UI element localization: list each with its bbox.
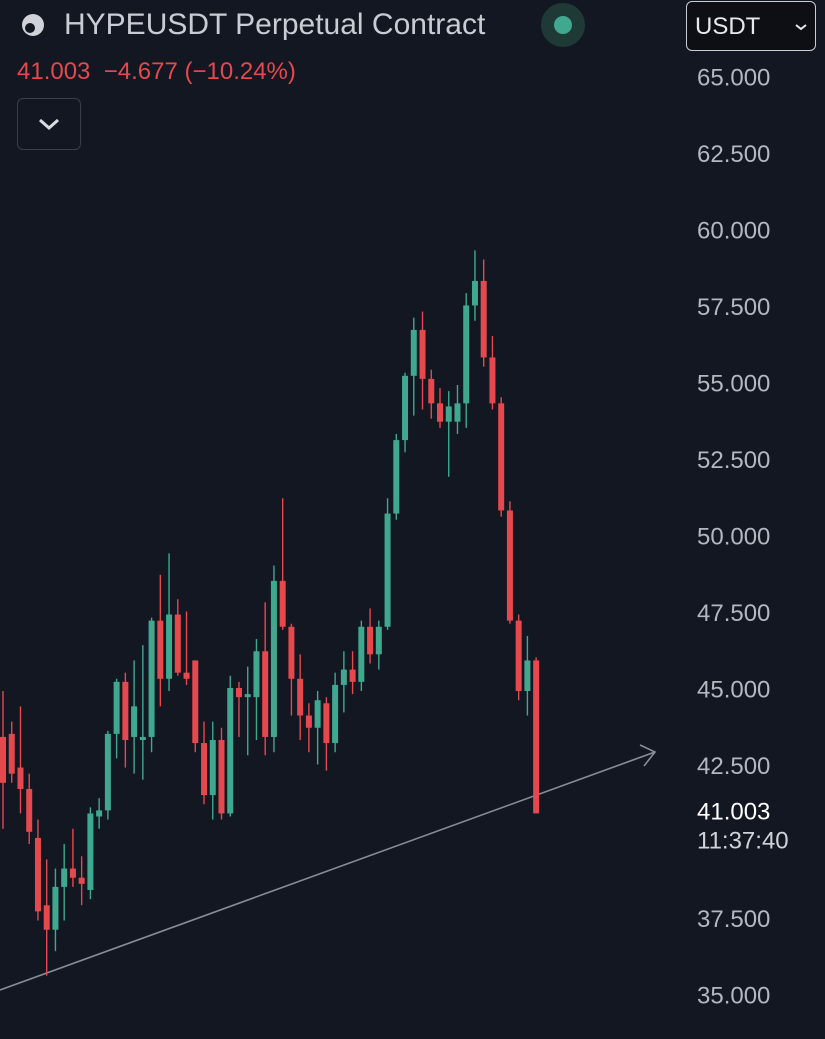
y-tick-label: 35.000 (697, 982, 770, 1009)
candle-body (227, 687, 234, 814)
price-line: 41.003 −4.677 (−10.24%) (17, 58, 296, 86)
candle-body (480, 280, 487, 358)
candle-body (87, 813, 94, 890)
y-tick-label: 52.500 (697, 447, 770, 474)
currency: USDT (695, 13, 761, 40)
candle-body (244, 694, 251, 698)
y-tick-label: 37.500 (697, 906, 770, 933)
candle-body (402, 375, 409, 441)
candle-body (17, 767, 24, 789)
candle-body (166, 614, 173, 679)
candle-body (253, 651, 260, 698)
symbol: HYPEUSDT Perpetual Contract (64, 8, 486, 41)
candle-body (367, 626, 374, 655)
candle-body (437, 403, 443, 422)
candle-body (96, 810, 103, 817)
price: 41.003 (17, 58, 91, 85)
candle-body (43, 905, 50, 930)
candle-body (428, 378, 435, 404)
change: −4.677 (−10.24%) (103, 58, 296, 85)
currency-select[interactable]: USDT (686, 1, 816, 51)
status-badge (541, 3, 585, 47)
candle-body (323, 703, 330, 744)
candle-body (69, 868, 76, 878)
candle-body (262, 651, 269, 737)
candle-body (279, 580, 286, 627)
candle-body (122, 681, 129, 741)
candle-body (192, 660, 199, 744)
candle-body (384, 513, 391, 627)
candle-body (471, 280, 478, 306)
candle-body (104, 733, 111, 811)
logo (22, 14, 44, 36)
y-tick-label: 47.500 (697, 600, 770, 627)
candle-body (393, 440, 400, 514)
y-tick-label: 62.500 (697, 141, 770, 168)
collapse-button[interactable] (17, 98, 81, 150)
candle-body (131, 706, 138, 737)
candle-body (0, 736, 6, 783)
candle-body (358, 626, 365, 682)
y-tick-label: 57.500 (697, 294, 770, 321)
candle-body (209, 740, 216, 796)
candle-body (445, 406, 452, 422)
candle-body (235, 687, 242, 698)
countdown: 11:37:40 (697, 828, 789, 855)
y-tick-label: 60.000 (697, 217, 770, 244)
candle-body (515, 620, 522, 692)
candles (0, 250, 540, 976)
candle-body (332, 684, 339, 744)
y-tick-label: 55.000 (697, 370, 770, 397)
candle-body (78, 877, 85, 884)
candle-body (183, 672, 190, 679)
candle-body (314, 700, 321, 728)
y-tick-label: 65.000 (697, 64, 770, 91)
candle-body (349, 669, 356, 682)
candle-body (201, 743, 208, 796)
candle-body (139, 736, 146, 741)
y-tick-label: 50.000 (697, 523, 770, 550)
candle-body (8, 733, 15, 774)
candle-body (218, 740, 225, 814)
candle-body (533, 660, 540, 814)
trend-arrow (639, 744, 657, 767)
candle-body (297, 678, 304, 716)
candle-body (410, 329, 417, 376)
candle-body (61, 868, 68, 887)
candle-body (524, 660, 531, 692)
candle-body (454, 403, 461, 422)
candle-body (463, 305, 470, 404)
candle-body (157, 620, 164, 679)
candle-body (148, 620, 155, 737)
candle-body (52, 886, 59, 930)
candle-body (506, 510, 513, 621)
candle-body (375, 626, 382, 655)
y-tick-label: 42.500 (697, 753, 770, 780)
candle-body (305, 715, 312, 728)
candle-body (340, 669, 347, 685)
candle-body (174, 614, 181, 673)
candle-body (489, 357, 496, 404)
y-tick-label: 45.000 (697, 676, 770, 703)
candle-body (26, 788, 33, 832)
header: HYPEUSDT Perpetual Contract 41.003 −4.67… (0, 0, 825, 160)
candle-body (288, 626, 295, 679)
candle-body (34, 837, 41, 912)
trend-line (0, 751, 656, 991)
last-price-label: 41.003 (697, 799, 770, 826)
candle-body (113, 681, 120, 734)
candle-body (270, 580, 277, 737)
candle-body (419, 329, 426, 379)
candle-body (498, 403, 505, 511)
